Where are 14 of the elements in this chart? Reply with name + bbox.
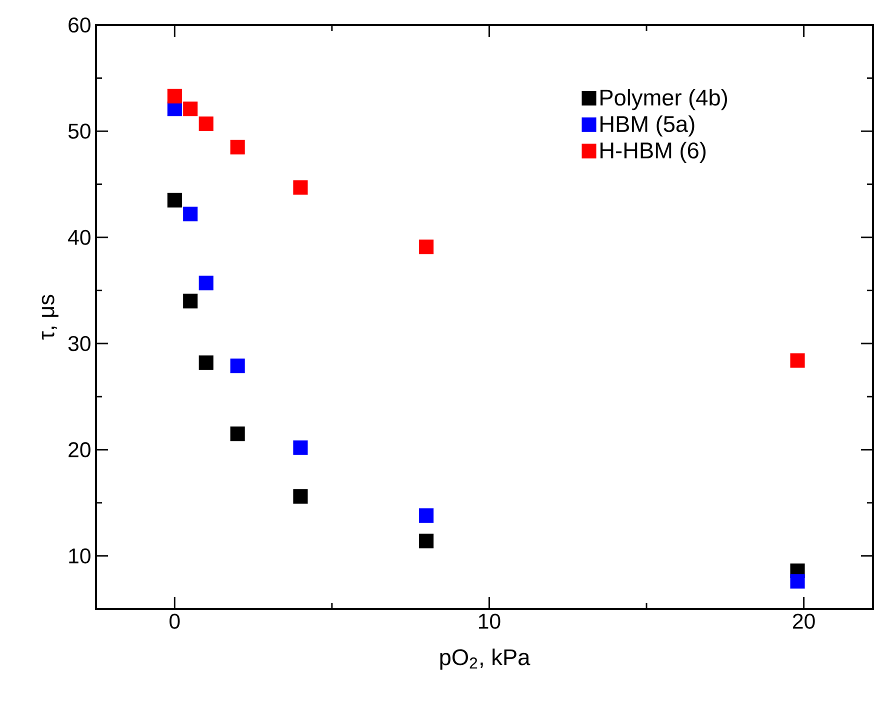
x-tick-label: 0 — [170, 614, 180, 629]
y-tick-label: 50 — [68, 124, 90, 139]
y-tick-label: 40 — [68, 230, 90, 245]
legend-label: H-HBM (6) — [600, 142, 706, 163]
y-tick-label: 30 — [68, 336, 90, 352]
x-axis-title: pO$_{2}$, kPa — [440, 648, 530, 670]
y-axis-title: τ, μs — [42, 294, 58, 340]
y-tick-label: 60 — [68, 17, 90, 33]
legend-label: HBM (5a) — [600, 115, 694, 137]
legend-label: Polymer (4b) — [600, 89, 727, 110]
y-tick-label: 10 — [69, 548, 90, 564]
x-tick-label: 20 — [793, 614, 815, 629]
x-tick-label: 10 — [478, 614, 500, 629]
y-tick-label: 20 — [68, 442, 90, 458]
